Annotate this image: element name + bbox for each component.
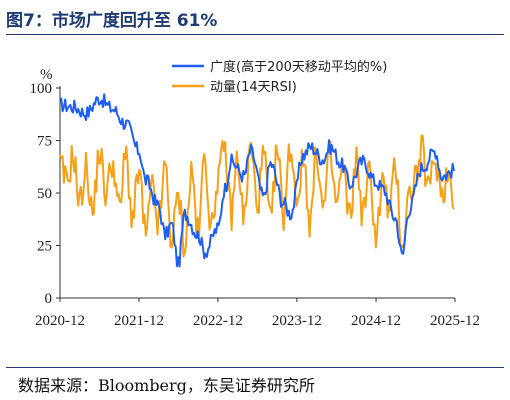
figure-title: 图7：市场广度回升至 61% (6, 11, 218, 31)
y-tick-label: 0 (45, 291, 53, 307)
x-tick-label: 2025-12 (430, 313, 480, 329)
x-tick-label: 2024-12 (351, 313, 401, 329)
source-note: 数据来源：Bloomberg，东吴证券研究所 (18, 376, 315, 395)
legend-label: 广度(高于200天移动平均的%) (210, 59, 387, 75)
x-tick-label: 2022-12 (193, 313, 243, 329)
y-tick-label: 75 (37, 134, 52, 150)
chart-axes: 0 25 50 75 100 2020-12 2021-12 2022-12 2023-12 20… (30, 81, 481, 329)
legend-label: 动量(14天RSI) (210, 80, 297, 95)
y-tick-label: 25 (37, 239, 52, 255)
y-tick-label: 50 (37, 186, 52, 202)
x-tick-label: 2020-12 (35, 313, 85, 329)
y-tick-label: 100 (30, 81, 53, 97)
chart-series (59, 93, 455, 268)
x-tick-label: 2023-12 (272, 313, 322, 329)
series-line-momentum (59, 134, 455, 258)
y-axis-unit-label: % (40, 67, 53, 83)
title-rule (6, 34, 504, 35)
chart-legend: 广度(高于200天移动平均的%) 动量(14天RSI) (172, 59, 387, 95)
line-chart: 0 25 50 75 100 2020-12 2021-12 2022-12 2023-12 20… (30, 59, 481, 329)
series-line-breadth (59, 93, 455, 268)
x-tick-label: 2021-12 (114, 313, 164, 329)
source-rule (6, 367, 504, 368)
